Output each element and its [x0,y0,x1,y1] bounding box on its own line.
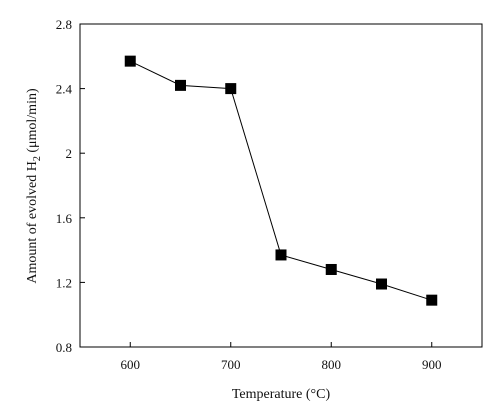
data-point [376,278,387,290]
x-axis-title: Temperature (°C) [232,387,331,402]
y-axis-title-main: Amount of evolved H [25,161,40,283]
plot-frame [79,23,483,348]
data-point [275,249,287,261]
x-tick-label: 800 [322,357,342,372]
y-axis-title-tail: (μmol/min) [25,88,40,156]
y-tick-label: 0.8 [56,340,72,355]
y-axis-title-subscript: 2 [32,156,43,161]
y-tick-label: 1.6 [56,211,73,226]
x-tick-label: 600 [121,357,141,372]
data-point [225,83,237,95]
y-tick-label: 2.4 [56,82,73,97]
y-axis-ticks: 0.8 1.2 1.6 2 2.4 2.8 [56,17,85,355]
y-tick-label: 1.2 [56,275,72,290]
x-axis-ticks: 600 700 800 900 [121,342,442,372]
data-point [124,55,136,67]
series-layer [124,55,438,306]
y-tick-label: 2.8 [56,17,72,32]
series-line [130,60,432,301]
data-point [325,263,337,275]
x-tick-label: 700 [221,357,241,372]
y-axis-title: Amount of evolved H2 (μmol/min) [25,88,43,284]
data-point [426,294,438,306]
x-tick-label: 900 [422,357,442,372]
y-tick-label: 2 [66,146,73,161]
data-point [175,79,186,91]
